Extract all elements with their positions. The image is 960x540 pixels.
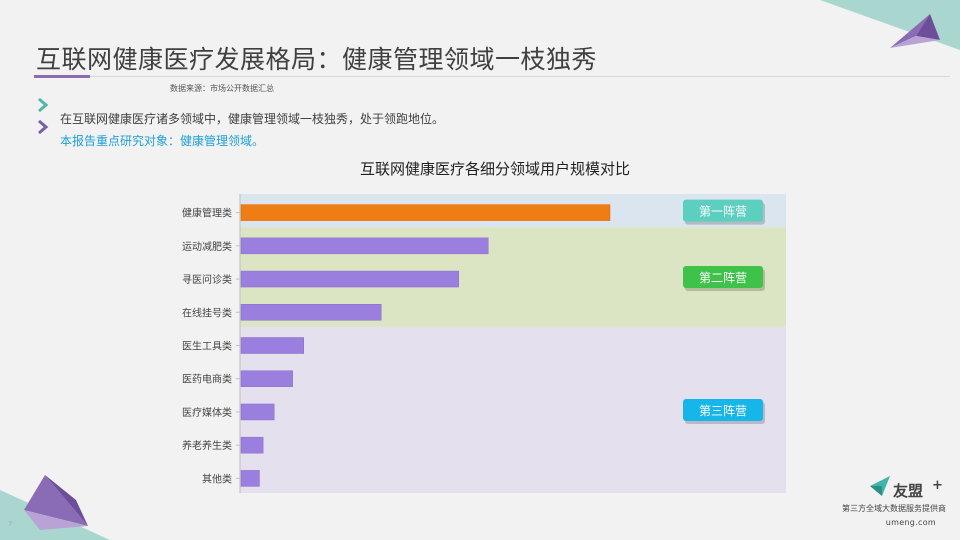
data-source: 数据来源：市场公开数据汇总 — [170, 84, 274, 93]
domain-text[interactable]: umeng.com — [885, 518, 936, 527]
title-accent-rule — [34, 75, 90, 78]
bar — [240, 436, 264, 454]
bar — [240, 470, 260, 487]
bullet-text-highlight: 本报告重点研究对象：健康管理领域。 — [60, 134, 265, 148]
chart-title: 互联网健康医疗各细分领域用户规模对比 — [359, 160, 630, 178]
category-label: 养老养生类 — [182, 439, 232, 452]
category-label: 医药电商类 — [182, 373, 232, 386]
tier-badge — [683, 398, 763, 421]
bar — [240, 337, 304, 354]
tier-badge — [683, 199, 763, 222]
page-number: 7 — [8, 520, 13, 528]
bar — [240, 204, 611, 221]
category-label: 在线挂号类 — [182, 306, 232, 319]
category-label: 运动减肥类 — [182, 240, 232, 253]
chevron-right-icon — [38, 120, 49, 134]
logo-plus: + — [932, 478, 943, 493]
title-divider — [90, 76, 950, 77]
top-right-decoration — [820, 0, 960, 50]
slide-title: 互联网健康医疗发展格局：健康管理领域一枝独秀 — [36, 45, 598, 74]
tier-badge-label: 第二阵营 — [699, 271, 747, 285]
bottom-left-decoration — [0, 475, 110, 540]
chevron-right-icon — [38, 98, 49, 112]
category-label: 医生工具类 — [182, 340, 232, 353]
bullet-text: 在互联网健康医疗诸多领域中，健康管理领域一枝独秀，处于领跑地位。 — [60, 112, 445, 126]
category-label: 寻医问诊类 — [182, 273, 232, 286]
umeng-logo-icon — [870, 476, 890, 496]
tier-badge-label: 第一阵营 — [699, 205, 747, 219]
bar — [240, 403, 275, 421]
tier-badge — [683, 266, 763, 289]
bar — [240, 304, 382, 321]
category-label: 其他类 — [202, 472, 232, 485]
provider-text: 第三方全域大数据服务提供商 — [842, 504, 946, 513]
bar — [240, 237, 489, 255]
bar — [240, 370, 293, 387]
logo-text: 友盟 — [893, 482, 924, 500]
tier-badge-label: 第三阵营 — [699, 404, 747, 418]
category-label: 健康管理类 — [182, 207, 232, 220]
bar — [240, 270, 459, 288]
category-label: 医疗媒体类 — [182, 406, 232, 419]
